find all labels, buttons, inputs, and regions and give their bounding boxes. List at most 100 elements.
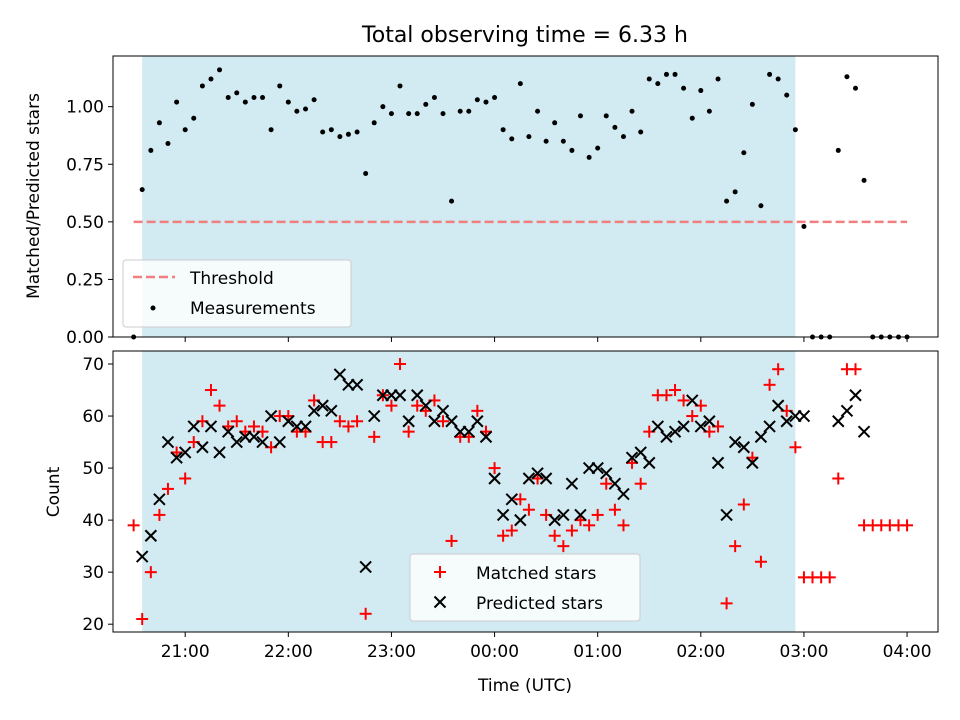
matched-star-point [772, 363, 785, 376]
predicted-star-point [170, 451, 183, 464]
predicted-star-point [754, 430, 768, 444]
matched-star-point [342, 420, 355, 433]
ratio-panel-frame [112, 55, 939, 338]
count-legend: Matched stars Predicted stars [409, 553, 641, 622]
measurement-point [191, 115, 197, 121]
measurement-point [689, 115, 695, 121]
measurement-point [741, 150, 747, 156]
predicted-star-point [350, 378, 364, 392]
predicted-star-point [488, 472, 501, 485]
matched-star-point [402, 425, 415, 438]
matched-star-point [213, 399, 226, 412]
predicted-star-point [333, 368, 347, 381]
measurement-point [801, 223, 807, 229]
measurement-point [646, 76, 652, 82]
measurement-point [603, 113, 609, 119]
measurements-legend-swatch [150, 305, 156, 311]
count-x-tick-label: 01:00 [573, 642, 622, 662]
count-x-tick-label: 00:00 [470, 642, 519, 662]
measurement-point [758, 203, 764, 209]
measurement-point [337, 134, 343, 140]
matched-star-point [247, 420, 260, 433]
ratio-y-tick-label: 0.00 [66, 328, 104, 348]
count-x-tick-label: 03:00 [779, 642, 828, 662]
matched-legend-label: Matched stars [476, 564, 596, 584]
predicted-star-point [462, 425, 475, 438]
measurement-point [612, 124, 618, 130]
predicted-star-point [445, 415, 458, 428]
predicted-star-point [282, 415, 295, 428]
predicted-star-point [187, 420, 200, 433]
matched-star-point [669, 384, 682, 397]
predicted-star-point [496, 508, 510, 522]
measurement-point [629, 108, 635, 114]
ratio-y-tick-label: 0.75 [66, 155, 104, 175]
matched-star-point [583, 519, 596, 532]
predicted-star-point [359, 560, 372, 574]
matched-star-point [497, 529, 510, 542]
measurement-point [251, 94, 257, 100]
measurement-point [672, 71, 678, 77]
predicted-star-point [196, 441, 209, 454]
matched-star-point [505, 524, 518, 537]
predicted-star-point [213, 446, 226, 459]
measurement-point [303, 106, 309, 112]
measurement-point [638, 129, 644, 135]
predicted-star-point [419, 399, 432, 412]
matched-star-point [901, 519, 914, 532]
count-y-axis-label: Count [44, 466, 64, 517]
predicted-star-point [686, 394, 699, 407]
measurement-point [449, 198, 455, 204]
predicted-star-point [393, 389, 407, 402]
predicted-star-point [144, 529, 158, 542]
count-x-tick-label: 21:00 [161, 642, 210, 662]
measurement-point [835, 147, 841, 153]
measurement-point [208, 76, 214, 82]
matched-star-point [179, 472, 192, 485]
measurement-point [440, 111, 446, 117]
measurement-point [182, 127, 188, 133]
predicted-star-point [677, 420, 690, 433]
measurement-point [853, 85, 858, 91]
matched-star-point [660, 389, 673, 402]
count-legend-box [409, 553, 641, 622]
measurement-point [225, 94, 231, 100]
measurement-point [560, 138, 566, 144]
matched-star-point [368, 430, 381, 443]
measurement-point [388, 111, 394, 117]
count-panel-frame [112, 350, 939, 633]
measurement-point [569, 147, 575, 153]
predicted-star-point [221, 425, 235, 438]
count-y-tick-label: 50 [82, 459, 104, 479]
measurement-point [552, 120, 558, 126]
count-y-tick-label: 70 [82, 355, 104, 375]
predicted-star-point [230, 435, 243, 449]
count-x-tick-label: 23:00 [367, 642, 416, 662]
matched-star-point [823, 571, 836, 584]
matched-star-point [763, 378, 776, 391]
predicted-legend-swatch [433, 595, 447, 609]
measurement-point [242, 99, 248, 105]
ratio-y-tick-label: 0.50 [66, 213, 104, 233]
measurement-point [663, 71, 669, 77]
count-y-tick-label: 40 [82, 511, 104, 531]
measurement-point [431, 94, 437, 100]
predicted-star-point [763, 420, 776, 433]
predicted-star-point [840, 404, 854, 418]
measurement-point [260, 94, 266, 100]
matched-star-point [144, 566, 157, 579]
predicted-star-point [402, 415, 415, 428]
matched-star-point [204, 384, 217, 397]
measurement-point [423, 101, 429, 107]
predicted-star-point [522, 472, 536, 485]
predicted-star-point [600, 467, 613, 480]
matched-star-point [445, 534, 458, 547]
measurement-point [320, 129, 326, 135]
predicted-star-point [668, 425, 682, 438]
measurement-point [474, 97, 480, 103]
measurement-point [285, 99, 291, 105]
count-x-tick-label: 04:00 [883, 642, 932, 662]
measurement-point [414, 111, 420, 117]
matched-star-point [634, 477, 647, 490]
predicted-star-point [660, 430, 673, 444]
